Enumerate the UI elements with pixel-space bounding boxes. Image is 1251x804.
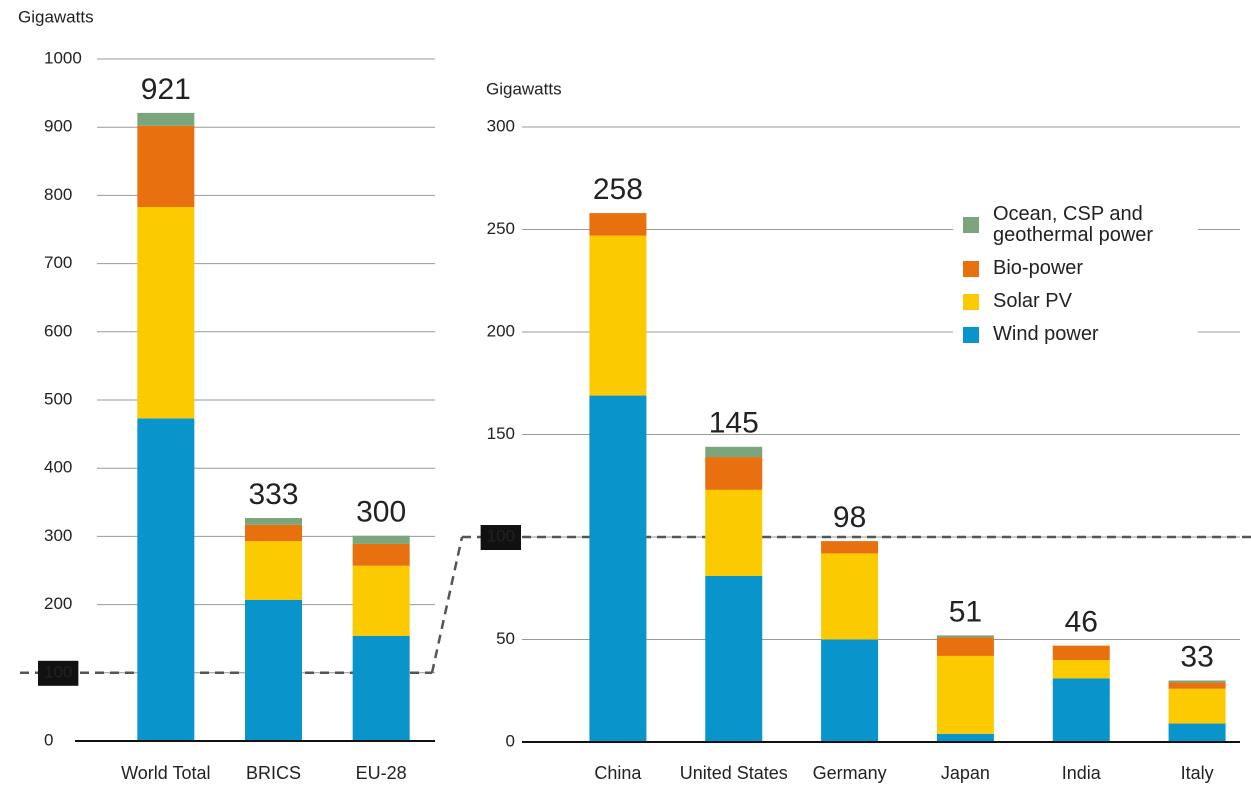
legend-swatch <box>963 326 979 343</box>
y-tick-label: 500 <box>44 389 72 408</box>
y-tick-label: 0 <box>506 731 515 750</box>
total-label: 145 <box>709 407 759 440</box>
bar-segment <box>352 565 410 636</box>
bar-segment <box>589 213 647 236</box>
bar-segment <box>245 599 302 741</box>
legend-item: Wind power <box>963 324 1188 345</box>
y-tick-label: 250 <box>487 219 515 238</box>
y-axis-label: Gigawatts <box>486 79 562 98</box>
bar-segment <box>705 457 763 490</box>
bar-segment <box>352 635 410 741</box>
x-tick-label: BRICS <box>245 763 301 783</box>
legend-label: Solar PV <box>993 290 1072 312</box>
bar-segment <box>936 635 994 638</box>
bar-segment <box>1168 688 1226 724</box>
bar-segment <box>821 541 879 554</box>
bar-segment <box>352 543 410 566</box>
x-tick-label: United States <box>679 763 788 783</box>
total-label: 300 <box>356 496 406 529</box>
connector <box>430 536 464 674</box>
total-label: 46 <box>1065 606 1098 639</box>
bar-segment <box>705 575 763 742</box>
legend-swatch <box>963 260 979 277</box>
legend: Ocean, CSP and geothermal power Bio-power… <box>953 198 1198 363</box>
bar-segment <box>705 489 763 576</box>
y-axis-label: Gigawatts <box>18 7 94 26</box>
legend-label: Bio-power <box>993 257 1084 279</box>
bar-segment <box>137 112 195 126</box>
bar-segment <box>936 637 994 656</box>
reference-tick-box <box>480 525 521 550</box>
y-tick-label: 150 <box>487 424 515 443</box>
y-tick-label: 800 <box>44 185 72 204</box>
y-tick-label: 200 <box>44 594 72 613</box>
y-tick-label: 100 <box>487 526 515 545</box>
bar-segment <box>137 206 195 419</box>
bar-segment <box>821 639 879 742</box>
bar-segment <box>936 655 994 734</box>
bar-segment <box>589 235 647 396</box>
bar-segment <box>137 418 195 741</box>
legend-label: Ocean, CSP and geothermal power <box>993 203 1154 246</box>
x-tick-label: China <box>594 763 642 783</box>
total-label: 33 <box>1180 640 1213 673</box>
legend-item: Solar PV <box>963 291 1188 312</box>
y-tick-label: 900 <box>44 117 72 136</box>
total-label: 51 <box>949 595 982 628</box>
y-tick-label: 700 <box>44 253 72 272</box>
legend-item: Ocean, CSP and geothermal power <box>963 204 1188 246</box>
y-tick-label: 300 <box>487 116 515 135</box>
y-tick-label: 0 <box>44 730 53 749</box>
y-tick-label: 400 <box>44 458 72 477</box>
legend-item: Bio-power <box>963 258 1188 279</box>
bar-segment <box>1052 678 1110 742</box>
legend-swatch <box>963 217 979 233</box>
bar-segment <box>936 733 994 742</box>
bar-segment <box>245 524 302 542</box>
total-label: 921 <box>141 73 191 106</box>
bar-segment <box>1052 660 1110 679</box>
x-tick-label: World Total <box>121 763 211 783</box>
x-tick-label: Germany <box>812 763 887 783</box>
total-label: 258 <box>593 173 643 206</box>
bar-segment <box>705 446 763 458</box>
y-tick-label: 300 <box>44 526 72 545</box>
reference-tick-box <box>38 660 79 686</box>
total-label: 333 <box>248 478 298 511</box>
x-tick-label: Italy <box>1180 763 1214 783</box>
bar-segment <box>1168 723 1226 742</box>
bar-segment <box>589 395 647 742</box>
bar-segment <box>245 541 302 600</box>
bar-segment <box>1168 682 1226 689</box>
y-tick-label: 1000 <box>44 48 82 67</box>
y-tick-label: 50 <box>496 629 515 648</box>
x-tick-label: Japan <box>940 763 990 783</box>
bar-segment <box>821 553 879 640</box>
y-tick-label: 200 <box>487 321 515 340</box>
bar-segment <box>245 517 302 525</box>
total-label: 98 <box>833 501 866 534</box>
bar-segment <box>137 125 195 207</box>
y-tick-label: 600 <box>44 321 72 340</box>
x-tick-label: India <box>1061 763 1101 783</box>
y-tick-label: 100 <box>44 662 72 681</box>
bar-segment <box>352 535 410 544</box>
bar-segment <box>1052 645 1110 660</box>
x-tick-label: EU-28 <box>355 763 407 783</box>
bar-segment <box>1168 680 1226 683</box>
legend-label: Wind power <box>993 323 1099 345</box>
legend-swatch <box>963 293 979 310</box>
